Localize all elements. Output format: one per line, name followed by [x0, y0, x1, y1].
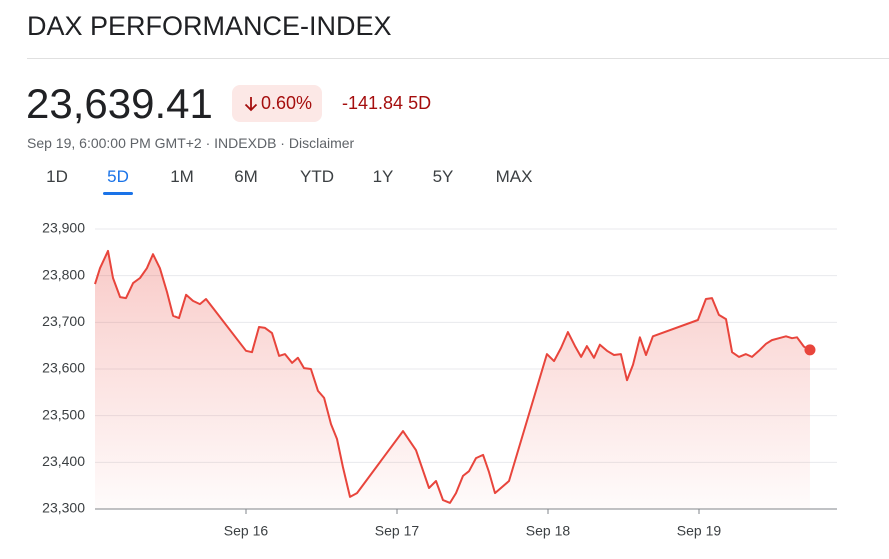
timestamp: Sep 19, 6:00:00 PM GMT+2 [27, 135, 202, 151]
range-tab[interactable]: 1M [170, 167, 194, 186]
change-amount: -141.84 [342, 93, 404, 113]
x-tick-label: Sep 19 [677, 523, 722, 539]
y-tick-label: 23,300 [42, 500, 85, 516]
last-point [804, 344, 816, 356]
change-percent: 0.60% [261, 93, 313, 113]
area-fill [95, 250, 810, 509]
change-period: 5D [408, 93, 432, 113]
range-tab[interactable]: 1D [46, 167, 68, 186]
y-tick-label: 23,500 [42, 406, 85, 422]
x-tick-label: Sep 18 [526, 523, 571, 539]
divider [27, 58, 889, 59]
y-tick-label: 23,900 [42, 220, 85, 236]
x-tick-label: Sep 17 [375, 523, 420, 539]
range-tab[interactable]: YTD [300, 167, 334, 186]
active-tab-underline [103, 192, 133, 195]
range-tab[interactable]: 5Y [432, 167, 454, 186]
y-tick-label: 23,800 [42, 266, 85, 282]
y-tick-label: 23,600 [42, 360, 85, 376]
down-arrow [244, 96, 258, 111]
y-tick-label: 23,400 [42, 453, 85, 469]
price-line [94, 249, 811, 504]
range-tab[interactable]: MAX [495, 167, 533, 186]
change-badge: 0.60% [232, 85, 323, 122]
range-tab[interactable]: 1Y [372, 167, 394, 186]
range-tab[interactable]: 6M [234, 167, 258, 186]
range-tabs: 1D 5D 1M 6M YTD 1Y 5Y MAX [0, 167, 600, 197]
range-tab[interactable]: 5D [107, 167, 129, 186]
exchange: INDEXDB [214, 135, 277, 151]
disclaimer[interactable]: Disclaimer [288, 135, 355, 151]
page-title: DAX PERFORMANCE-INDEX [27, 11, 392, 41]
y-tick-label: 23,700 [42, 313, 85, 329]
change-value: -141.84 5D [342, 93, 431, 114]
x-tick-label: Sep 16 [224, 523, 269, 539]
subline: Sep 19, 6:00:00 PM GMT+2 · INDEXDB · Dis… [27, 135, 355, 151]
price: 23,639.41 [26, 80, 213, 127]
